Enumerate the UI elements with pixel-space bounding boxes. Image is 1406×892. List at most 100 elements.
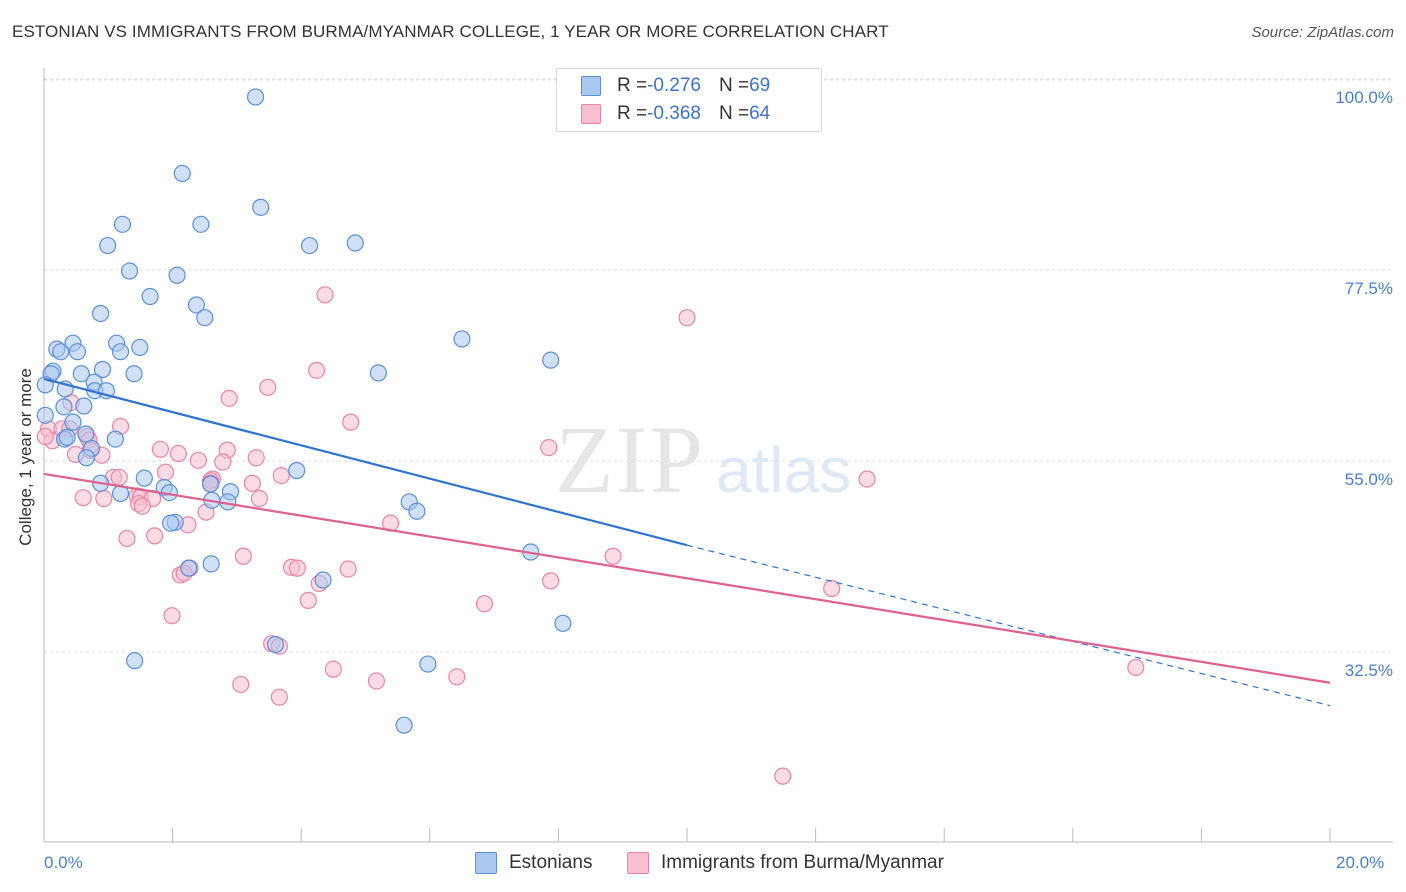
estonian-point — [111, 343, 130, 361]
legend-row-estonians: R = -0.276 N = 69 — [581, 74, 770, 98]
estonian-point — [135, 469, 153, 487]
burma-point — [678, 309, 696, 327]
burma-point — [448, 668, 466, 686]
legend-r-value: -0.368 — [647, 103, 701, 124]
bottom-legend-estonians[interactable]: Estonians — [475, 852, 592, 874]
burma-point — [220, 389, 238, 407]
legend-row-burma: R = -0.368 N = 64 — [581, 102, 770, 126]
estonian-point — [395, 716, 413, 734]
burma-point — [604, 547, 622, 565]
estonian-point — [266, 635, 285, 654]
watermark-atlas: atlas — [716, 434, 851, 506]
legend-swatch-blue — [581, 76, 601, 96]
estonian-point — [126, 652, 144, 670]
y-tick-label: 100.0% — [1335, 88, 1393, 107]
estonian-point — [77, 449, 96, 467]
burma-point — [339, 560, 357, 578]
burma-point — [247, 449, 265, 467]
burma-point — [243, 474, 261, 492]
x-tick-label-min: 0.0% — [44, 853, 83, 872]
legend-swatch-pink — [581, 104, 601, 124]
legend-r-label: R = — [617, 103, 648, 124]
estonian-point — [288, 461, 306, 480]
burma-point — [299, 591, 317, 609]
burma-trendline — [43, 472, 1331, 684]
estonian-point — [72, 365, 90, 383]
estonian-point — [453, 330, 471, 348]
burma-point — [540, 438, 558, 457]
burma-point — [169, 444, 187, 463]
estonian-point — [52, 343, 70, 361]
legend-n-value: 69 — [749, 75, 771, 96]
estonian-point — [187, 296, 205, 314]
estonian-point — [201, 475, 220, 493]
burma-point — [1127, 658, 1145, 677]
y-tick-labels: 32.5% 55.0% 77.5% 100.0% — [1335, 88, 1393, 680]
chart-title: ESTONIAN VS IMMIGRANTS FROM BURMA/MYANMA… — [12, 22, 889, 41]
burma-point — [234, 547, 252, 565]
burma-point — [250, 489, 269, 508]
trendlines — [43, 377, 1331, 707]
axes — [43, 68, 1393, 843]
watermark-zip: ZIP — [555, 406, 705, 513]
burma-point — [774, 767, 792, 785]
burma-point — [823, 579, 841, 598]
burma-point — [232, 675, 250, 694]
bottom-legend-label: Immigrants from Burma/Myanmar — [661, 852, 944, 873]
estonian-point — [542, 351, 560, 369]
burma-point — [163, 607, 181, 625]
estonian-point — [168, 266, 186, 284]
estonian-point — [68, 343, 87, 361]
estonian-point — [77, 425, 95, 443]
estonian-point — [252, 198, 270, 216]
gridlines — [44, 78, 1393, 653]
legend-n-value: 64 — [749, 103, 771, 124]
bottom-legend-label: Estonians — [509, 852, 593, 873]
burma-point — [133, 497, 151, 515]
burma-point — [259, 378, 277, 396]
burma-point — [858, 470, 876, 488]
legend-r-label: R = — [617, 75, 648, 96]
bottom-legend: Estonians Immigrants from Burma/Myanmar — [0, 852, 1406, 876]
series-burma-points — [36, 286, 1145, 785]
estonian-point — [91, 304, 110, 323]
estonian-point — [131, 338, 149, 357]
estonian-point — [173, 164, 191, 182]
burma-point — [36, 427, 54, 446]
burma-point — [156, 463, 175, 481]
estonian-point — [300, 236, 319, 255]
estonian-point — [369, 364, 387, 382]
watermark: ZIP atlas — [555, 406, 851, 513]
estonian-point — [554, 614, 572, 632]
burma-point — [145, 527, 164, 545]
y-tick-label: 55.0% — [1345, 470, 1393, 489]
estonian-point — [125, 365, 143, 383]
legend: R = -0.276 N = 69 R = -0.368 N = 64 — [556, 68, 822, 132]
estonian-point — [246, 88, 265, 106]
burma-point — [151, 440, 169, 458]
estonian-point — [141, 287, 159, 306]
estonian-point — [192, 215, 210, 233]
burma-point — [118, 529, 136, 548]
burma-point — [367, 672, 386, 690]
bottom-legend-burma[interactable]: Immigrants from Burma/Myanmar — [627, 852, 944, 874]
estonian-point — [196, 309, 214, 327]
estonian-point — [113, 215, 132, 233]
burma-point — [316, 286, 334, 304]
estonian-point — [162, 514, 180, 532]
estonian-point — [180, 559, 198, 577]
burma-point — [475, 595, 494, 613]
burma-point — [324, 660, 342, 678]
estonian-point — [314, 571, 332, 589]
legend-n-label: N = — [718, 103, 750, 124]
y-tick-label: 32.5% — [1345, 661, 1393, 680]
burma-point — [110, 468, 128, 486]
estonian-point — [58, 428, 76, 447]
estonian-point — [202, 555, 220, 573]
series-estonians-points — [36, 88, 572, 734]
burma-point — [270, 688, 288, 706]
burma-point — [542, 572, 560, 590]
estonian-point — [408, 502, 426, 520]
burma-point — [214, 453, 232, 471]
